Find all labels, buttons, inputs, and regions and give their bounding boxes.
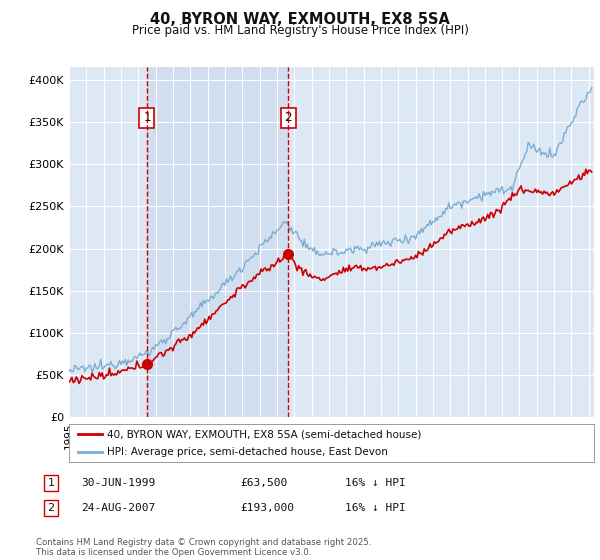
Text: £193,000: £193,000: [240, 503, 294, 513]
Text: 30-JUN-1999: 30-JUN-1999: [81, 478, 155, 488]
Text: Price paid vs. HM Land Registry's House Price Index (HPI): Price paid vs. HM Land Registry's House …: [131, 24, 469, 37]
Text: 1: 1: [143, 111, 151, 124]
Text: HPI: Average price, semi-detached house, East Devon: HPI: Average price, semi-detached house,…: [107, 447, 388, 457]
Bar: [147, 67, 288, 417]
Text: Contains HM Land Registry data © Crown copyright and database right 2025.
This d: Contains HM Land Registry data © Crown c…: [36, 538, 371, 557]
Text: 1: 1: [47, 478, 55, 488]
Text: £63,500: £63,500: [240, 478, 287, 488]
Text: 16% ↓ HPI: 16% ↓ HPI: [345, 503, 406, 513]
Text: 40, BYRON WAY, EXMOUTH, EX8 5SA (semi-detached house): 40, BYRON WAY, EXMOUTH, EX8 5SA (semi-de…: [107, 429, 421, 439]
Text: 2: 2: [284, 111, 292, 124]
Text: 24-AUG-2007: 24-AUG-2007: [81, 503, 155, 513]
Text: 16% ↓ HPI: 16% ↓ HPI: [345, 478, 406, 488]
Text: 40, BYRON WAY, EXMOUTH, EX8 5SA: 40, BYRON WAY, EXMOUTH, EX8 5SA: [150, 12, 450, 27]
Text: 2: 2: [47, 503, 55, 513]
